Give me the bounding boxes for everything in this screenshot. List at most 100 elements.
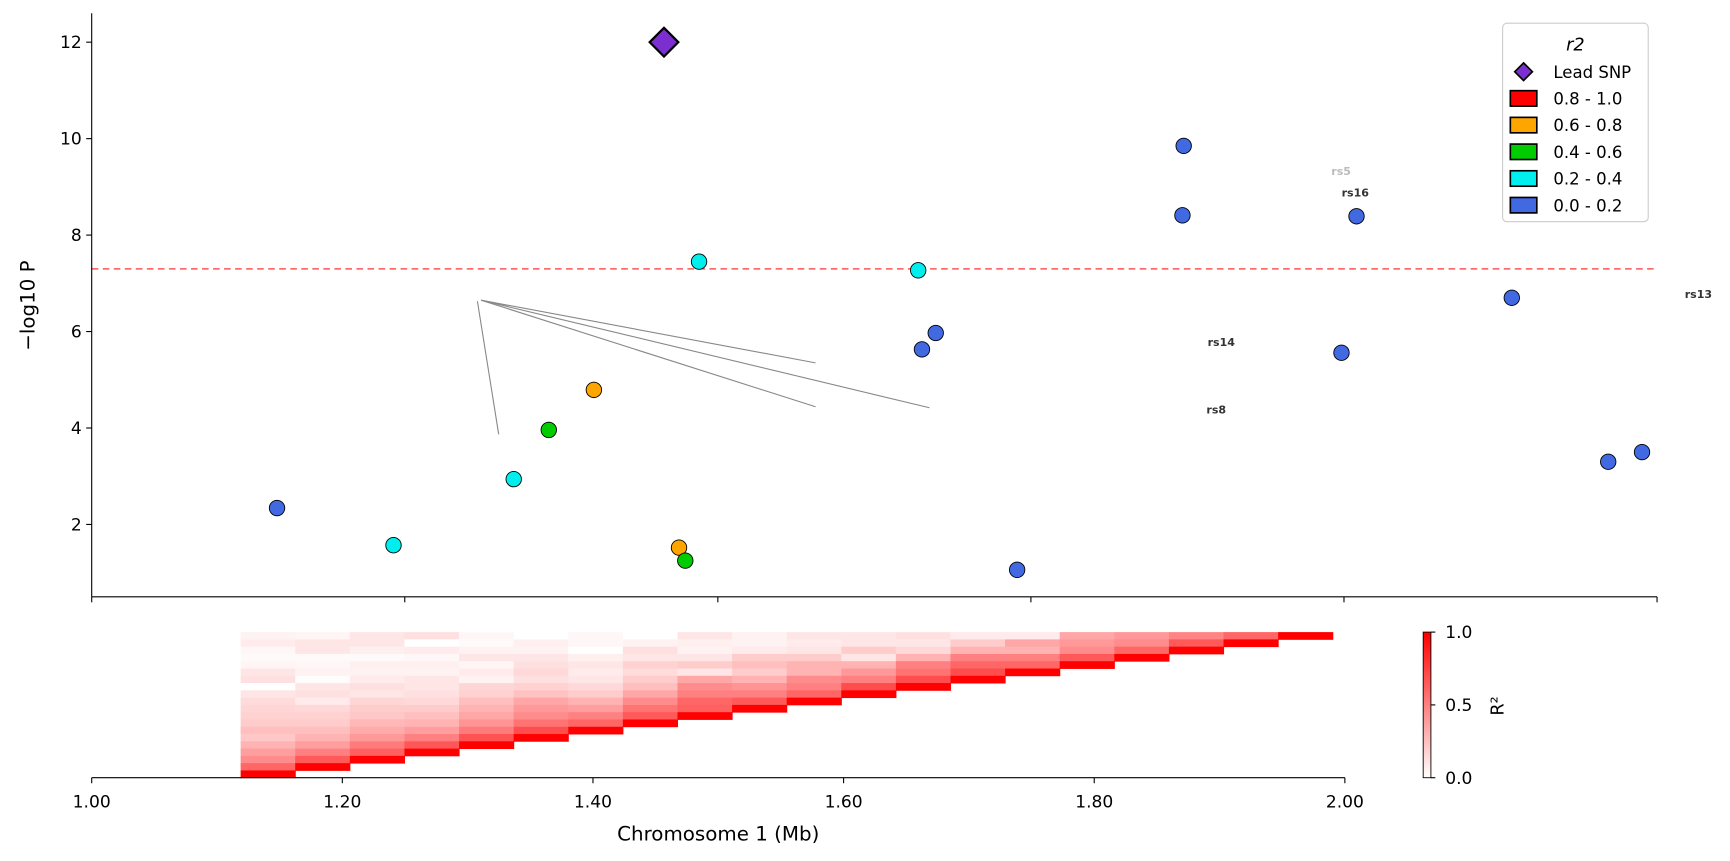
ld-cell	[295, 639, 351, 648]
ld-cell	[513, 632, 569, 640]
ld-cell	[349, 704, 405, 713]
ld-cell	[950, 661, 1006, 669]
ld-cell	[786, 646, 842, 655]
ld-cell	[459, 697, 515, 706]
ld-cell	[841, 675, 897, 684]
ld-cell	[1114, 639, 1170, 648]
ld-cell	[404, 734, 460, 742]
ld-cell	[513, 719, 569, 728]
ld-cell	[786, 668, 842, 677]
ld-cell	[240, 748, 296, 757]
legend-lead-snp-icon	[1513, 61, 1534, 82]
ld-cell	[568, 704, 624, 713]
ld-cell	[295, 646, 351, 655]
ld-cell	[622, 632, 679, 640]
ld-cell	[841, 639, 897, 648]
ld-cell	[786, 690, 842, 699]
ld-cell	[568, 632, 624, 640]
ld-cell	[841, 653, 897, 662]
ld-cell	[568, 639, 624, 648]
ld-cell	[622, 653, 679, 662]
ld-cell	[622, 690, 679, 699]
ld-cell	[1114, 653, 1170, 662]
ld-cell	[404, 748, 460, 757]
ld-cell	[240, 646, 296, 655]
ld-cell	[349, 661, 405, 669]
ld-cell	[459, 675, 515, 684]
ld-cell	[568, 697, 624, 706]
ld-cell	[786, 697, 842, 706]
ld-cell	[732, 704, 788, 713]
ld-cell	[677, 683, 733, 691]
ld-cell	[513, 675, 569, 684]
x-tick-label: 1.80	[1075, 792, 1113, 812]
ld-cell	[404, 690, 460, 699]
x-tick-label: 1.40	[574, 792, 612, 812]
lead-snp-marker	[648, 26, 680, 59]
ld-cell	[240, 770, 296, 779]
snp-point	[1348, 208, 1365, 225]
legend-label: 0.8 - 1.0	[1553, 89, 1622, 108]
ld-cell	[513, 661, 569, 669]
ld-cell	[1114, 632, 1170, 640]
ld-cell	[786, 632, 842, 640]
ld-cell	[240, 726, 296, 735]
ld-cell	[732, 697, 788, 706]
ld-cell	[404, 639, 460, 648]
ld-cell	[1168, 632, 1225, 640]
ld-cell	[568, 690, 624, 699]
ld-cell	[404, 712, 460, 720]
snp-point	[1503, 289, 1520, 306]
ld-cell	[513, 639, 569, 648]
ld-cell	[513, 704, 569, 713]
ld-cell	[295, 697, 351, 706]
ld-cell	[295, 661, 351, 669]
ld-cell	[513, 734, 569, 742]
ld-cell	[349, 639, 405, 648]
ld-cell	[1168, 639, 1225, 648]
ld-cell	[786, 661, 842, 669]
snp-point	[385, 537, 402, 554]
ld-cell	[240, 763, 296, 771]
ld-cell	[240, 755, 296, 764]
ld-cell	[1168, 646, 1225, 655]
ld-cell	[240, 653, 296, 662]
snp-label: rs13	[1685, 288, 1712, 301]
ld-cell	[568, 719, 624, 728]
ld-cell	[459, 690, 515, 699]
ld-cell	[459, 661, 515, 669]
x-axis-label: Chromosome 1 (Mb)	[617, 823, 819, 846]
ld-cell	[568, 683, 624, 691]
ld-cell	[1005, 632, 1061, 640]
ld-cell	[349, 697, 405, 706]
ld-cell	[295, 734, 351, 742]
ld-cell	[404, 675, 460, 684]
ld-cell	[349, 734, 405, 742]
ld-cell	[513, 668, 569, 677]
legend-swatch	[1509, 169, 1538, 188]
ld-cell	[1114, 646, 1170, 655]
ld-cell	[1059, 646, 1115, 655]
ld-cell	[404, 719, 460, 728]
ld-cell	[895, 646, 952, 655]
colorbar-tick-label: 1.0	[1445, 623, 1472, 643]
ld-cell	[295, 763, 351, 771]
colorbar-label: R²	[1489, 696, 1509, 715]
snp-point	[1600, 453, 1617, 470]
ld-cell	[295, 675, 351, 684]
ld-cell	[349, 653, 405, 662]
ld-cell	[349, 755, 405, 764]
ld-cell	[1278, 632, 1334, 640]
x-tick-label: 2.00	[1326, 792, 1364, 812]
legend: r2 Lead SNP 0.8 - 1.0 0.6 - 0.8 0.4 - 0.6 0.2…	[1502, 22, 1649, 223]
ld-cell	[459, 632, 515, 640]
ld-cell	[240, 661, 296, 669]
ld-cell	[732, 639, 788, 648]
y-tick-label: 10	[60, 130, 82, 150]
ld-cell	[677, 661, 733, 669]
annotation-leader-line	[480, 299, 816, 408]
ld-cell	[732, 653, 788, 662]
legend-swatch	[1509, 196, 1538, 214]
ld-cell	[950, 646, 1006, 655]
